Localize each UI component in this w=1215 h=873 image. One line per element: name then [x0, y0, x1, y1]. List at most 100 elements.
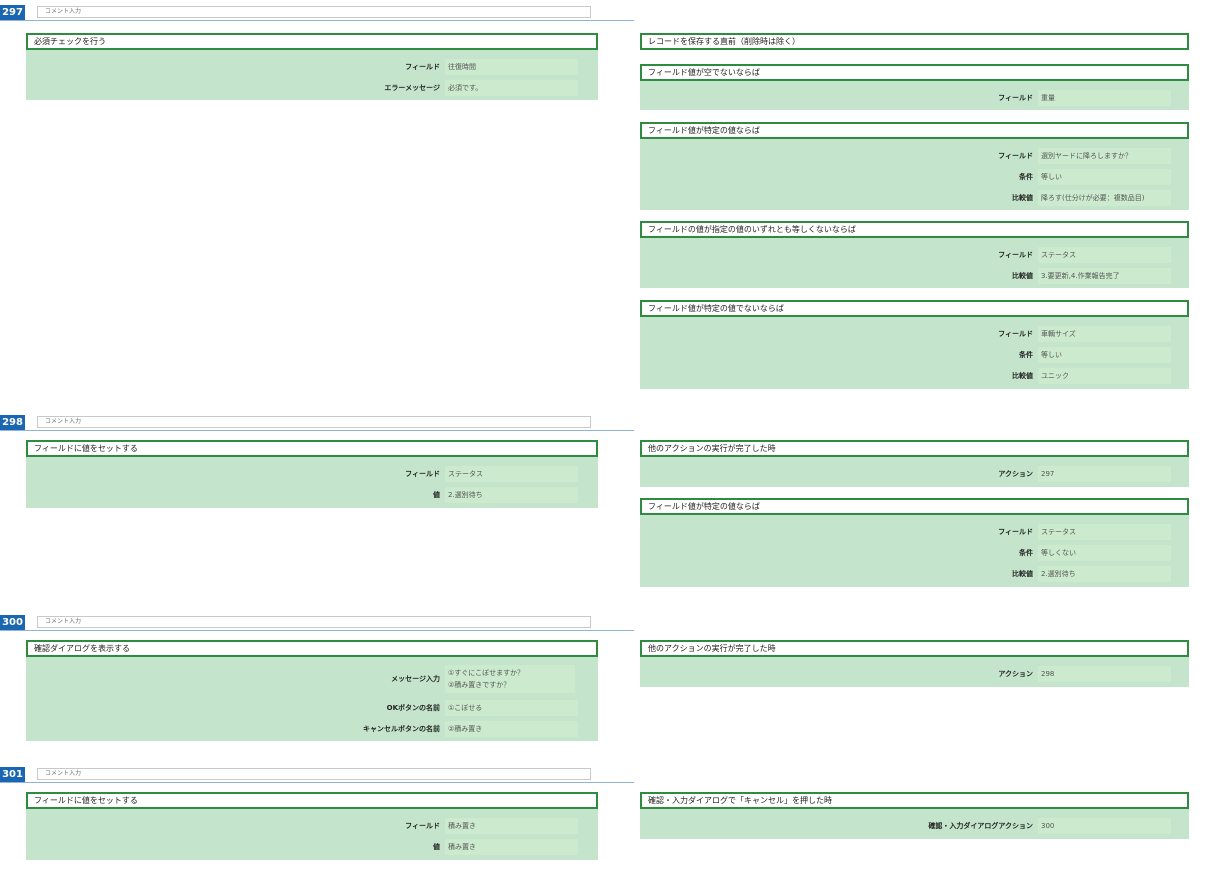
row-label: 値	[433, 491, 440, 499]
divider	[0, 630, 634, 631]
row-label: エラーメッセージ	[384, 84, 440, 92]
setting-row: フィールド 重量	[640, 88, 1189, 108]
action-card: フィールドに値をセットする フィールド 積み置き 値 積み置き	[26, 792, 598, 860]
trigger-card: 他のアクションの実行が完了した時 アクション 297	[640, 440, 1189, 487]
row-value: 重量	[1038, 90, 1171, 106]
trigger-title: 確認・入力ダイアログで「キャンセル」を押した時	[640, 792, 1189, 809]
row-label: アクション	[998, 470, 1033, 478]
condition-title: フィールドの値が指定の値のいずれとも等しくないならば	[640, 221, 1189, 238]
condition-card: フィールド値が特定の値ならば フィールド 選別ヤードに降ろしますか？ 条件 等し…	[640, 122, 1189, 210]
row-value: ステータス	[1038, 247, 1171, 263]
condition-title: フィールド値が特定の値ならば	[640, 498, 1189, 515]
action-title: 必須チェックを行う	[26, 33, 598, 50]
row-label: 比較値	[1012, 372, 1033, 380]
action-number: 298	[0, 415, 25, 430]
trigger-card: 確認・入力ダイアログで「キャンセル」を押した時 確認・入力ダイアログアクション …	[640, 792, 1189, 839]
setting-row: 値 2.選別待ち	[26, 485, 598, 505]
row-value: ステータス	[445, 466, 578, 482]
setting-row: エラーメッセージ 必須です。	[26, 78, 598, 98]
row-label: 条件	[1019, 549, 1033, 557]
setting-row: アクション 298	[640, 664, 1189, 684]
comment-input[interactable]	[37, 416, 591, 428]
action-number: 297	[0, 5, 25, 20]
setting-row: フィールド ステータス	[640, 245, 1189, 265]
row-value: 等しい	[1038, 169, 1171, 185]
condition-title: フィールド値が特定の値でないならば	[640, 300, 1189, 317]
row-label: フィールド	[405, 470, 440, 478]
row-value: ステータス	[1038, 524, 1171, 540]
row-value: 300	[1038, 818, 1171, 834]
row-label: フィールド	[998, 330, 1033, 338]
setting-row: 比較値 降ろす(仕分けが必要：複数品目)	[640, 188, 1189, 208]
divider	[0, 782, 634, 783]
row-label: 条件	[1019, 351, 1033, 359]
row-value: 必須です。	[445, 80, 578, 96]
divider	[0, 430, 634, 431]
setting-row: 比較値 2.選別待ち	[640, 564, 1189, 584]
action-title: フィールドに値をセットする	[26, 792, 598, 809]
row-label: 条件	[1019, 173, 1033, 181]
action-number: 301	[0, 767, 25, 782]
row-value: 車輌サイズ	[1038, 326, 1171, 342]
condition-title: フィールド値が特定の値ならば	[640, 122, 1189, 139]
setting-row: 条件 等しい	[640, 345, 1189, 365]
action-title: 確認ダイアログを表示する	[26, 640, 598, 657]
condition-card: フィールド値が空でないならば フィールド 重量	[640, 64, 1189, 110]
action-title: フィールドに値をセットする	[26, 440, 598, 457]
row-value: 2.選別待ち	[1038, 566, 1171, 582]
row-label: フィールド	[405, 822, 440, 830]
row-label: OKボタンの名前	[386, 704, 440, 712]
condition-card: フィールドの値が指定の値のいずれとも等しくないならば フィールド ステータス 比…	[640, 221, 1189, 288]
row-label: フィールド	[998, 528, 1033, 536]
action-card: フィールドに値をセットする フィールド ステータス 値 2.選別待ち	[26, 440, 598, 508]
setting-row: フィールド ステータス	[640, 522, 1189, 542]
row-value: ①すぐにこぼせますか？ ②積み置きですか？	[445, 665, 575, 693]
row-value: 2.選別待ち	[445, 487, 578, 503]
row-label: 比較値	[1012, 570, 1033, 578]
row-value: 297	[1038, 466, 1171, 482]
row-value: ①こぼせる	[445, 700, 578, 716]
row-label: 値	[433, 843, 440, 851]
divider	[0, 20, 634, 21]
action-number: 300	[0, 615, 25, 630]
setting-row: キャンセルボタンの名前 ②積み置き	[26, 719, 598, 739]
row-value: 298	[1038, 666, 1171, 682]
row-value: 積み置き	[445, 818, 578, 834]
comment-input[interactable]	[37, 616, 591, 628]
row-label: フィールド	[998, 251, 1033, 259]
row-label: メッセージ入力	[391, 675, 440, 683]
row-label: フィールド	[998, 94, 1033, 102]
row-label: 確認・入力ダイアログアクション	[928, 822, 1033, 830]
setting-row: OKボタンの名前 ①こぼせる	[26, 698, 598, 718]
condition-card: フィールド値が特定の値ならば フィールド ステータス 条件 等しくない 比較値 …	[640, 498, 1189, 587]
setting-row: 比較値 3.要更新,4.作業報告完了	[640, 266, 1189, 286]
condition-card: フィールド値が特定の値でないならば フィールド 車輌サイズ 条件 等しい 比較値…	[640, 300, 1189, 389]
action-card: 確認ダイアログを表示する メッセージ入力 ①すぐにこぼせますか？ ②積み置きです…	[26, 640, 598, 741]
row-value: 往復時間	[445, 59, 578, 75]
message-line-2: ②積み置きですか？	[448, 681, 511, 689]
row-value: 3.要更新,4.作業報告完了	[1038, 268, 1171, 284]
setting-row: フィールド 車輌サイズ	[640, 324, 1189, 344]
setting-row: アクション 297	[640, 464, 1189, 484]
trigger-card: レコードを保存する直前（削除時は除く）	[640, 33, 1189, 50]
row-value: ②積み置き	[445, 721, 578, 737]
row-value: 積み置き	[445, 839, 578, 855]
trigger-title: 他のアクションの実行が完了した時	[640, 440, 1189, 457]
setting-row: 比較値 ユニック	[640, 366, 1189, 386]
row-label: フィールド	[998, 152, 1033, 160]
trigger-title: 他のアクションの実行が完了した時	[640, 640, 1189, 657]
row-label: 比較値	[1012, 272, 1033, 280]
setting-row: 値 積み置き	[26, 837, 598, 857]
row-label: 比較値	[1012, 194, 1033, 202]
setting-row: フィールド ステータス	[26, 464, 598, 484]
setting-row: フィールド 選別ヤードに降ろしますか？	[640, 146, 1189, 166]
setting-row: フィールド 往復時間	[26, 57, 598, 77]
row-value: 等しくない	[1038, 545, 1171, 561]
condition-title: フィールド値が空でないならば	[640, 64, 1189, 81]
comment-input[interactable]	[37, 768, 591, 780]
row-value: ユニック	[1038, 368, 1171, 384]
setting-row: メッセージ入力 ①すぐにこぼせますか？ ②積み置きですか？	[26, 663, 598, 695]
trigger-title: レコードを保存する直前（削除時は除く）	[640, 33, 1189, 50]
comment-input[interactable]	[37, 6, 591, 18]
row-value: 降ろす(仕分けが必要：複数品目)	[1038, 190, 1171, 206]
